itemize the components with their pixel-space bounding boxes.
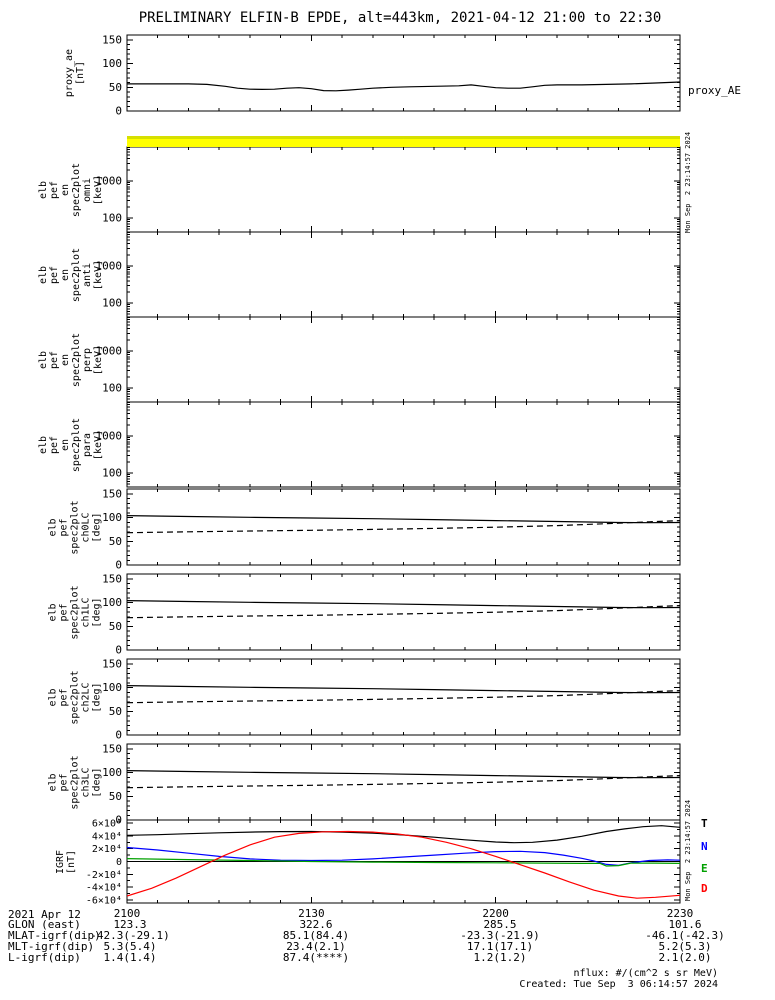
y-tick-label: 150 [102,657,122,670]
x-tick-label: 2100 [114,907,141,920]
footer-value: 285.5 [483,918,517,931]
series-igrf-E [127,858,680,867]
y-tick-label: 0 [115,105,122,118]
legend-N: N [701,840,708,853]
footer-value: 87.4(****) [282,951,350,964]
y-tick-label: 1000 [96,430,123,443]
footer-row-mlt: MLT-igrf(dip) 5.3(5.4) 23.4(2.1) 17.1(17… [0,940,775,953]
y-tick-label: 50 [109,620,122,633]
series-ch2lc-losscone [127,685,680,694]
y-tick-label: 6×10⁴ [92,819,122,830]
panel-en_para: 100 1000 [96,401,681,488]
y-tick-label: -4×10⁴ [86,883,122,894]
panel-ch0lc: 0 50 100 150 [102,487,681,572]
x-tick-label: 2130 [298,907,325,920]
y-tick-label: 1000 [96,345,123,358]
series-igrf-D [127,830,680,899]
y-tick-label: 100 [102,212,122,225]
footer-value: -42.3(-29.1) [90,929,170,942]
y-tick-label: 100 [102,382,122,395]
y-tick-label: 1000 [96,260,123,273]
footer-value: 17.1(17.1) [466,940,534,953]
y-tick-label: -6×10⁴ [86,895,122,906]
footer-row-mlat: MLAT-igrf(dip) -42.3(-29.1) 85.1(84.4) -… [0,929,775,942]
y-tick-label: 0 [115,644,122,657]
x-tick-label: 2200 [482,907,509,920]
y-tick-label: 2×10⁴ [92,844,122,855]
x-tick-label: 2230 [667,907,694,920]
footer-value: 5.2(5.3) [658,940,712,953]
legend-T: T [701,817,708,830]
footer-value: 123.3 [113,918,147,931]
y-tick-label: 150 [102,572,122,585]
panel-en_anti: 100 1000 [96,231,681,318]
y-tick-label: 0 [115,729,122,742]
proxy-ae-right-label: proxy_AE [688,84,741,97]
y-tick-label: 4×10⁴ [92,831,122,842]
page-title: PRELIMINARY ELFIN-B EPDE, alt=443km, 202… [138,10,662,26]
series-ch0lc-losscone [127,515,680,524]
panel-ch1lc: 0 50 100 150 [102,572,681,657]
legend-E: E [701,862,708,875]
y-tick-label: 100 [102,511,122,524]
nflux-note: nflux: #/(cm^2 s sr MeV) [573,968,719,979]
side-timestamp-top: Mon Sep 2 23:14:57 2024 [684,131,692,233]
footer-value: 101.6 [668,918,702,931]
y-tick-label: -2×10⁴ [86,870,122,881]
y-tick-label: 0 [115,814,122,827]
y-tick-label: 50 [109,535,122,548]
y-tick-label: 100 [102,57,122,70]
legend-D: D [701,882,708,895]
footer-row-label: GLON (east) [8,918,81,931]
footer-value: 5.3(5.4) [103,940,157,953]
series-ch3lc-antilosscone [127,775,680,789]
panel-en_omni: 100 1000 [96,146,681,233]
series-proxy_ae-proxy_AE [127,81,680,92]
footer-value: 2.1(2.0) [658,951,712,964]
series-ch0lc-antilosscone [127,520,680,534]
y-tick-label: 150 [102,742,122,755]
footer-row-label: MLT-igrf(dip) [8,940,95,953]
footer-value: 1.2(1.2) [473,951,527,964]
panel-en_perp: 100 1000 [96,316,681,403]
footer-value: 1.4(1.4) [103,951,157,964]
y-tick-label: 50 [109,81,122,94]
series-ch1lc-antilosscone [127,605,680,619]
footer-row-l: L-igrf(dip) 1.4(1.4) 87.4(****) 1.2(1.2)… [0,951,775,964]
y-tick-label: 0 [116,857,122,868]
series-ch3lc-losscone [127,770,680,779]
footer-value: 85.1(84.4) [282,929,350,942]
panel-ch3lc: 0 50 100 150 [102,742,681,827]
panel-proxy_ae: 0 50 100 150 [102,33,681,118]
y-tick-label: 100 [102,766,122,779]
footer-value: -46.1(-42.3) [645,929,725,942]
series-ch1lc-losscone [127,600,680,609]
panel-ch2lc: 0 50 100 150 [102,657,681,742]
series-ch2lc-antilosscone [127,690,680,704]
y-tick-label: 50 [109,705,122,718]
footer-row-glon: GLON (east) 123.3 322.6 285.5 101.6 [0,918,775,931]
series-igrf-T [127,825,680,844]
y-tick-label: 1000 [96,175,123,188]
y-tick-label: 150 [102,33,122,46]
y-tick-label: 0 [115,559,122,572]
footer-row-label: L-igrf(dip) [8,951,81,964]
side-timestamp-bottom: Mon Sep 2 23:14:57 2024 [684,799,692,901]
footer-row-label: MLAT-igrf(dip) [8,929,101,942]
footer-value: 23.4(2.1) [286,940,346,953]
footer-value: -23.3(-21.9) [460,929,540,942]
created-note: Created: Tue Sep 3 06:14:57 2024 [519,979,718,990]
y-tick-label: 100 [102,596,122,609]
y-tick-label: 150 [102,487,122,500]
flag-bar [127,136,680,147]
footer-value: 322.6 [299,918,333,931]
y-tick-label: 100 [102,467,122,480]
y-tick-label: 50 [109,790,122,803]
y-tick-label: 100 [102,297,122,310]
y-tick-label: 100 [102,681,122,694]
footer-date: 2021 Apr 12 [8,908,81,921]
